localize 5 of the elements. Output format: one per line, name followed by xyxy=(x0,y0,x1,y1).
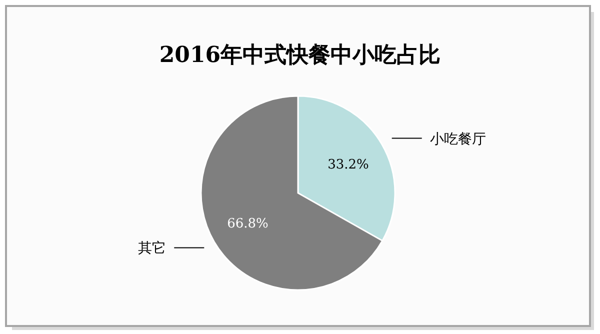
data-label: 66.8% xyxy=(227,216,268,232)
chart-title: 2016年中式快餐中小吃占比 xyxy=(159,42,441,68)
data-label: 33.2% xyxy=(328,158,369,173)
slice-label: 小吃餐厅 xyxy=(430,131,486,148)
slice-label: 其它 xyxy=(138,240,166,257)
